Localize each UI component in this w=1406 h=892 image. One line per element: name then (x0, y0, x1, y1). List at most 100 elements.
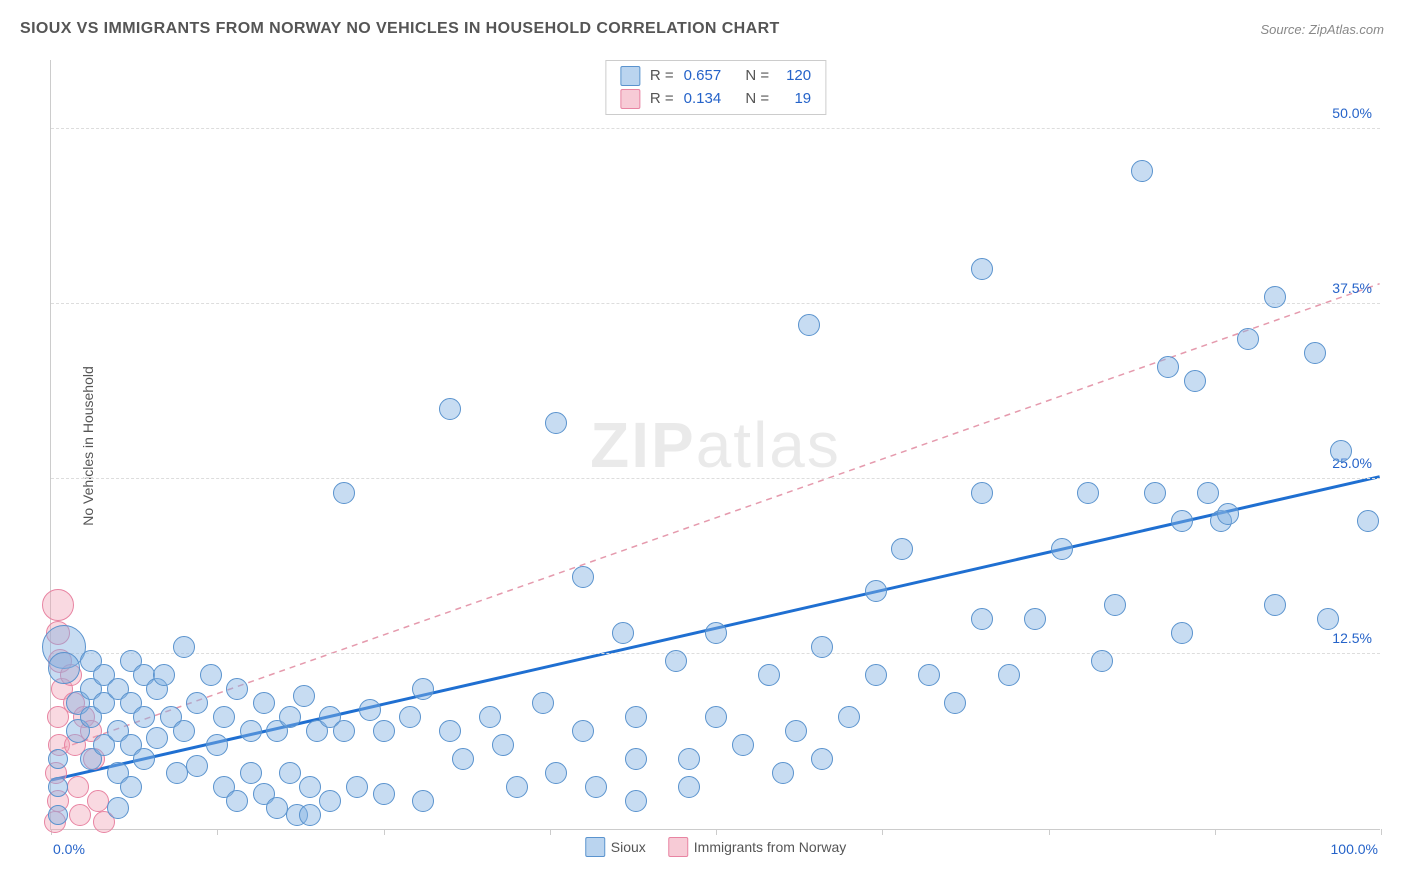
data-point (1184, 370, 1206, 392)
data-point (1131, 160, 1153, 182)
n-value: 120 (779, 65, 811, 88)
data-point (439, 398, 461, 420)
data-point (1237, 328, 1259, 350)
x-tick-label-max: 100.0% (1331, 841, 1378, 857)
data-point (1217, 503, 1239, 525)
data-point (798, 314, 820, 336)
watermark: ZIPatlas (590, 408, 841, 482)
data-point (572, 720, 594, 742)
n-value: 19 (779, 88, 811, 111)
x-tick (1049, 829, 1050, 835)
r-value: 0.134 (684, 88, 722, 111)
data-point (785, 720, 807, 742)
data-point (452, 748, 474, 770)
data-point (1264, 594, 1286, 616)
data-point (1024, 608, 1046, 630)
data-point (545, 412, 567, 434)
data-point (506, 776, 528, 798)
data-point (1317, 608, 1339, 630)
data-point (772, 762, 794, 784)
data-point (48, 805, 68, 825)
data-point (213, 706, 235, 728)
swatch-icon (668, 837, 688, 857)
data-point (1157, 356, 1179, 378)
data-point (346, 776, 368, 798)
data-point (439, 720, 461, 742)
data-point (206, 734, 228, 756)
data-point (253, 692, 275, 714)
data-point (492, 734, 514, 756)
data-point (299, 776, 321, 798)
data-point (48, 777, 68, 797)
y-tick-label: 37.5% (1332, 280, 1372, 296)
data-point (479, 706, 501, 728)
data-point (173, 636, 195, 658)
data-point (532, 692, 554, 714)
x-tick-label-min: 0.0% (53, 841, 85, 857)
data-point (133, 706, 155, 728)
data-point (891, 538, 913, 560)
swatch-icon (620, 89, 640, 109)
data-point (838, 706, 860, 728)
x-tick (550, 829, 551, 835)
data-point (299, 804, 321, 826)
data-point (585, 776, 607, 798)
data-point (811, 636, 833, 658)
swatch-icon (585, 837, 605, 857)
series-legend: Sioux Immigrants from Norway (585, 837, 847, 857)
x-tick (882, 829, 883, 835)
data-point (1171, 510, 1193, 532)
data-point (572, 566, 594, 588)
data-point (186, 755, 208, 777)
correlation-row: R = 0.657 N = 120 (620, 65, 811, 88)
data-point (279, 762, 301, 784)
watermark-rest: atlas (696, 409, 841, 481)
chart-container: SIOUX VS IMMIGRANTS FROM NORWAY NO VEHIC… (0, 0, 1406, 892)
data-point (146, 727, 168, 749)
data-point (1144, 482, 1166, 504)
x-tick (217, 829, 218, 835)
data-point (705, 622, 727, 644)
data-point (1197, 482, 1219, 504)
data-point (412, 790, 434, 812)
x-tick (716, 829, 717, 835)
data-point (758, 664, 780, 686)
data-point (732, 734, 754, 756)
data-point (1051, 538, 1073, 560)
data-point (944, 692, 966, 714)
data-point (186, 692, 208, 714)
legend-item: Sioux (585, 837, 646, 857)
data-point (865, 580, 887, 602)
source-name: ZipAtlas.com (1309, 22, 1384, 37)
y-tick-label: 12.5% (1332, 630, 1372, 646)
data-point (173, 720, 195, 742)
data-point (1330, 440, 1352, 462)
data-point (48, 652, 80, 684)
data-point (1091, 650, 1113, 672)
data-point (293, 685, 315, 707)
data-point (1077, 482, 1099, 504)
x-tick (1381, 829, 1382, 835)
r-label: R = (650, 88, 674, 111)
swatch-icon (620, 66, 640, 86)
r-value: 0.657 (684, 65, 722, 88)
data-point (1304, 342, 1326, 364)
data-point (1171, 622, 1193, 644)
data-point (42, 589, 74, 621)
data-point (1104, 594, 1126, 616)
data-point (87, 790, 109, 812)
data-point (373, 783, 395, 805)
data-point (48, 749, 68, 769)
x-tick (1215, 829, 1216, 835)
data-point (918, 664, 940, 686)
data-point (333, 482, 355, 504)
data-point (333, 720, 355, 742)
legend-label: Sioux (611, 839, 646, 855)
source-prefix: Source: (1260, 22, 1308, 37)
data-point (226, 678, 248, 700)
chart-title: SIOUX VS IMMIGRANTS FROM NORWAY NO VEHIC… (20, 20, 780, 38)
data-point (1357, 510, 1379, 532)
data-point (319, 790, 341, 812)
data-point (612, 622, 634, 644)
data-point (240, 762, 262, 784)
